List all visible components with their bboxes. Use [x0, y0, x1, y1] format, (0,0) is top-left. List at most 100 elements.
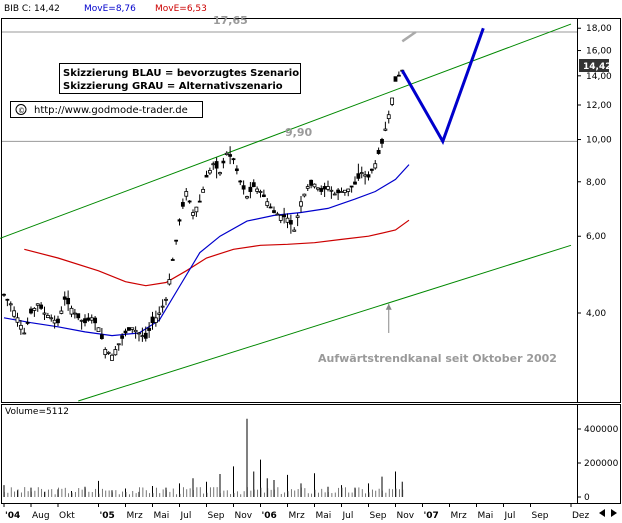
candle-body — [336, 189, 341, 194]
candle-body — [194, 206, 199, 213]
candle-body — [177, 219, 182, 222]
info-box — [59, 63, 301, 94]
candle-body — [66, 297, 71, 305]
price-tag-label: 14,42 — [583, 62, 611, 72]
candle-body — [110, 354, 114, 361]
scenario-blue-line — [400, 27, 485, 145]
candle-body — [386, 114, 391, 120]
volume-tick-label: 200000 — [584, 459, 619, 469]
candle-body — [89, 317, 94, 321]
candle-body — [292, 229, 297, 232]
candle-body — [272, 210, 276, 213]
candle-body — [346, 188, 351, 192]
candle-body — [268, 206, 273, 209]
candle-body — [255, 188, 260, 192]
volume-tick-label: 0 — [584, 493, 590, 503]
candle-body — [211, 163, 216, 166]
time-tick-label: Sep — [208, 511, 225, 521]
candle-body — [295, 215, 300, 218]
candle-body — [35, 303, 40, 306]
candle-body — [59, 310, 64, 314]
moving-average-blue — [3, 164, 410, 337]
candle-body — [157, 312, 162, 315]
candle-body — [390, 97, 395, 105]
candle-body — [319, 188, 324, 192]
candle-body — [356, 173, 361, 179]
candle-body — [245, 196, 249, 199]
candle-body — [49, 317, 54, 320]
candle-body — [282, 214, 287, 218]
candle-body — [302, 193, 307, 197]
candle-body — [312, 183, 317, 188]
candle-body — [339, 191, 344, 193]
candle-body — [167, 279, 172, 285]
candle-body — [2, 293, 6, 296]
copyright-url: http://www.godmode-trader.de — [34, 105, 188, 116]
volume-panel-frame — [1, 404, 578, 504]
scroll-left-icon[interactable] — [599, 509, 605, 517]
candle-body — [207, 170, 212, 174]
header-mov2: MovE=6,53 — [155, 4, 207, 14]
time-tick-label: Nov — [397, 511, 415, 521]
time-tick-label: Mai — [478, 511, 494, 521]
candle-body — [93, 317, 98, 324]
candle-body — [133, 329, 138, 333]
candle-body — [174, 239, 179, 242]
scroll-arrows[interactable] — [597, 507, 619, 519]
candle-body — [285, 217, 290, 223]
candle-body — [153, 317, 158, 323]
candle-body — [147, 327, 152, 331]
candle-body — [342, 189, 347, 193]
candle-body — [275, 213, 280, 216]
candle-body — [191, 212, 195, 216]
scroll-right-icon[interactable] — [611, 509, 617, 517]
candle-body — [116, 343, 121, 346]
candle-body — [201, 189, 206, 193]
candle-body — [62, 296, 67, 300]
candle-body — [234, 168, 239, 172]
candle-body — [83, 318, 87, 324]
candle-body — [363, 174, 368, 177]
candle-body — [393, 76, 398, 82]
candle-body — [130, 327, 135, 330]
level-label-mid: 9,90 — [285, 126, 312, 139]
candle-body — [143, 332, 148, 339]
time-tick-label: '07 — [424, 511, 439, 521]
candle-body — [383, 128, 388, 131]
candle-body — [299, 201, 303, 207]
time-tick-label: Dez — [572, 511, 589, 521]
info-line-grey: Skizzierung GRAU = Alternativszenario — [63, 81, 283, 92]
candle-body — [180, 202, 185, 207]
candle-body — [76, 313, 81, 319]
candle-body — [164, 298, 168, 301]
price-tick-label: 6,00 — [586, 232, 606, 242]
candle-body — [42, 312, 47, 315]
candle-body — [218, 172, 222, 175]
price-tick-label: 14,00 — [586, 72, 612, 82]
time-tick-label: '06 — [262, 511, 277, 521]
time-tick-label: Mrz — [289, 511, 305, 521]
candle-body — [96, 327, 101, 333]
candle-body — [22, 332, 27, 335]
candle-body — [315, 187, 320, 190]
candle-body — [221, 160, 226, 164]
time-tick-label: Jul — [504, 511, 516, 521]
volume-tick-label: 400000 — [584, 425, 619, 435]
candle-body — [369, 168, 374, 171]
candle-body — [376, 149, 381, 154]
candle-body — [45, 315, 50, 319]
candle-body — [329, 189, 334, 192]
right-axis-box-volume — [577, 404, 621, 504]
candle-body — [56, 318, 60, 324]
candle-body — [120, 335, 125, 339]
time-tick-label: Mai — [154, 511, 170, 521]
candle-body — [248, 186, 253, 192]
time-tick-label: Nov — [235, 511, 253, 521]
channel-lower-line — [78, 244, 572, 402]
candle-body — [359, 172, 364, 175]
candle-body — [29, 308, 33, 314]
scenario-grey-line — [401, 30, 417, 43]
time-tick-label: Jul — [342, 511, 354, 521]
right-axis-box — [577, 18, 621, 403]
